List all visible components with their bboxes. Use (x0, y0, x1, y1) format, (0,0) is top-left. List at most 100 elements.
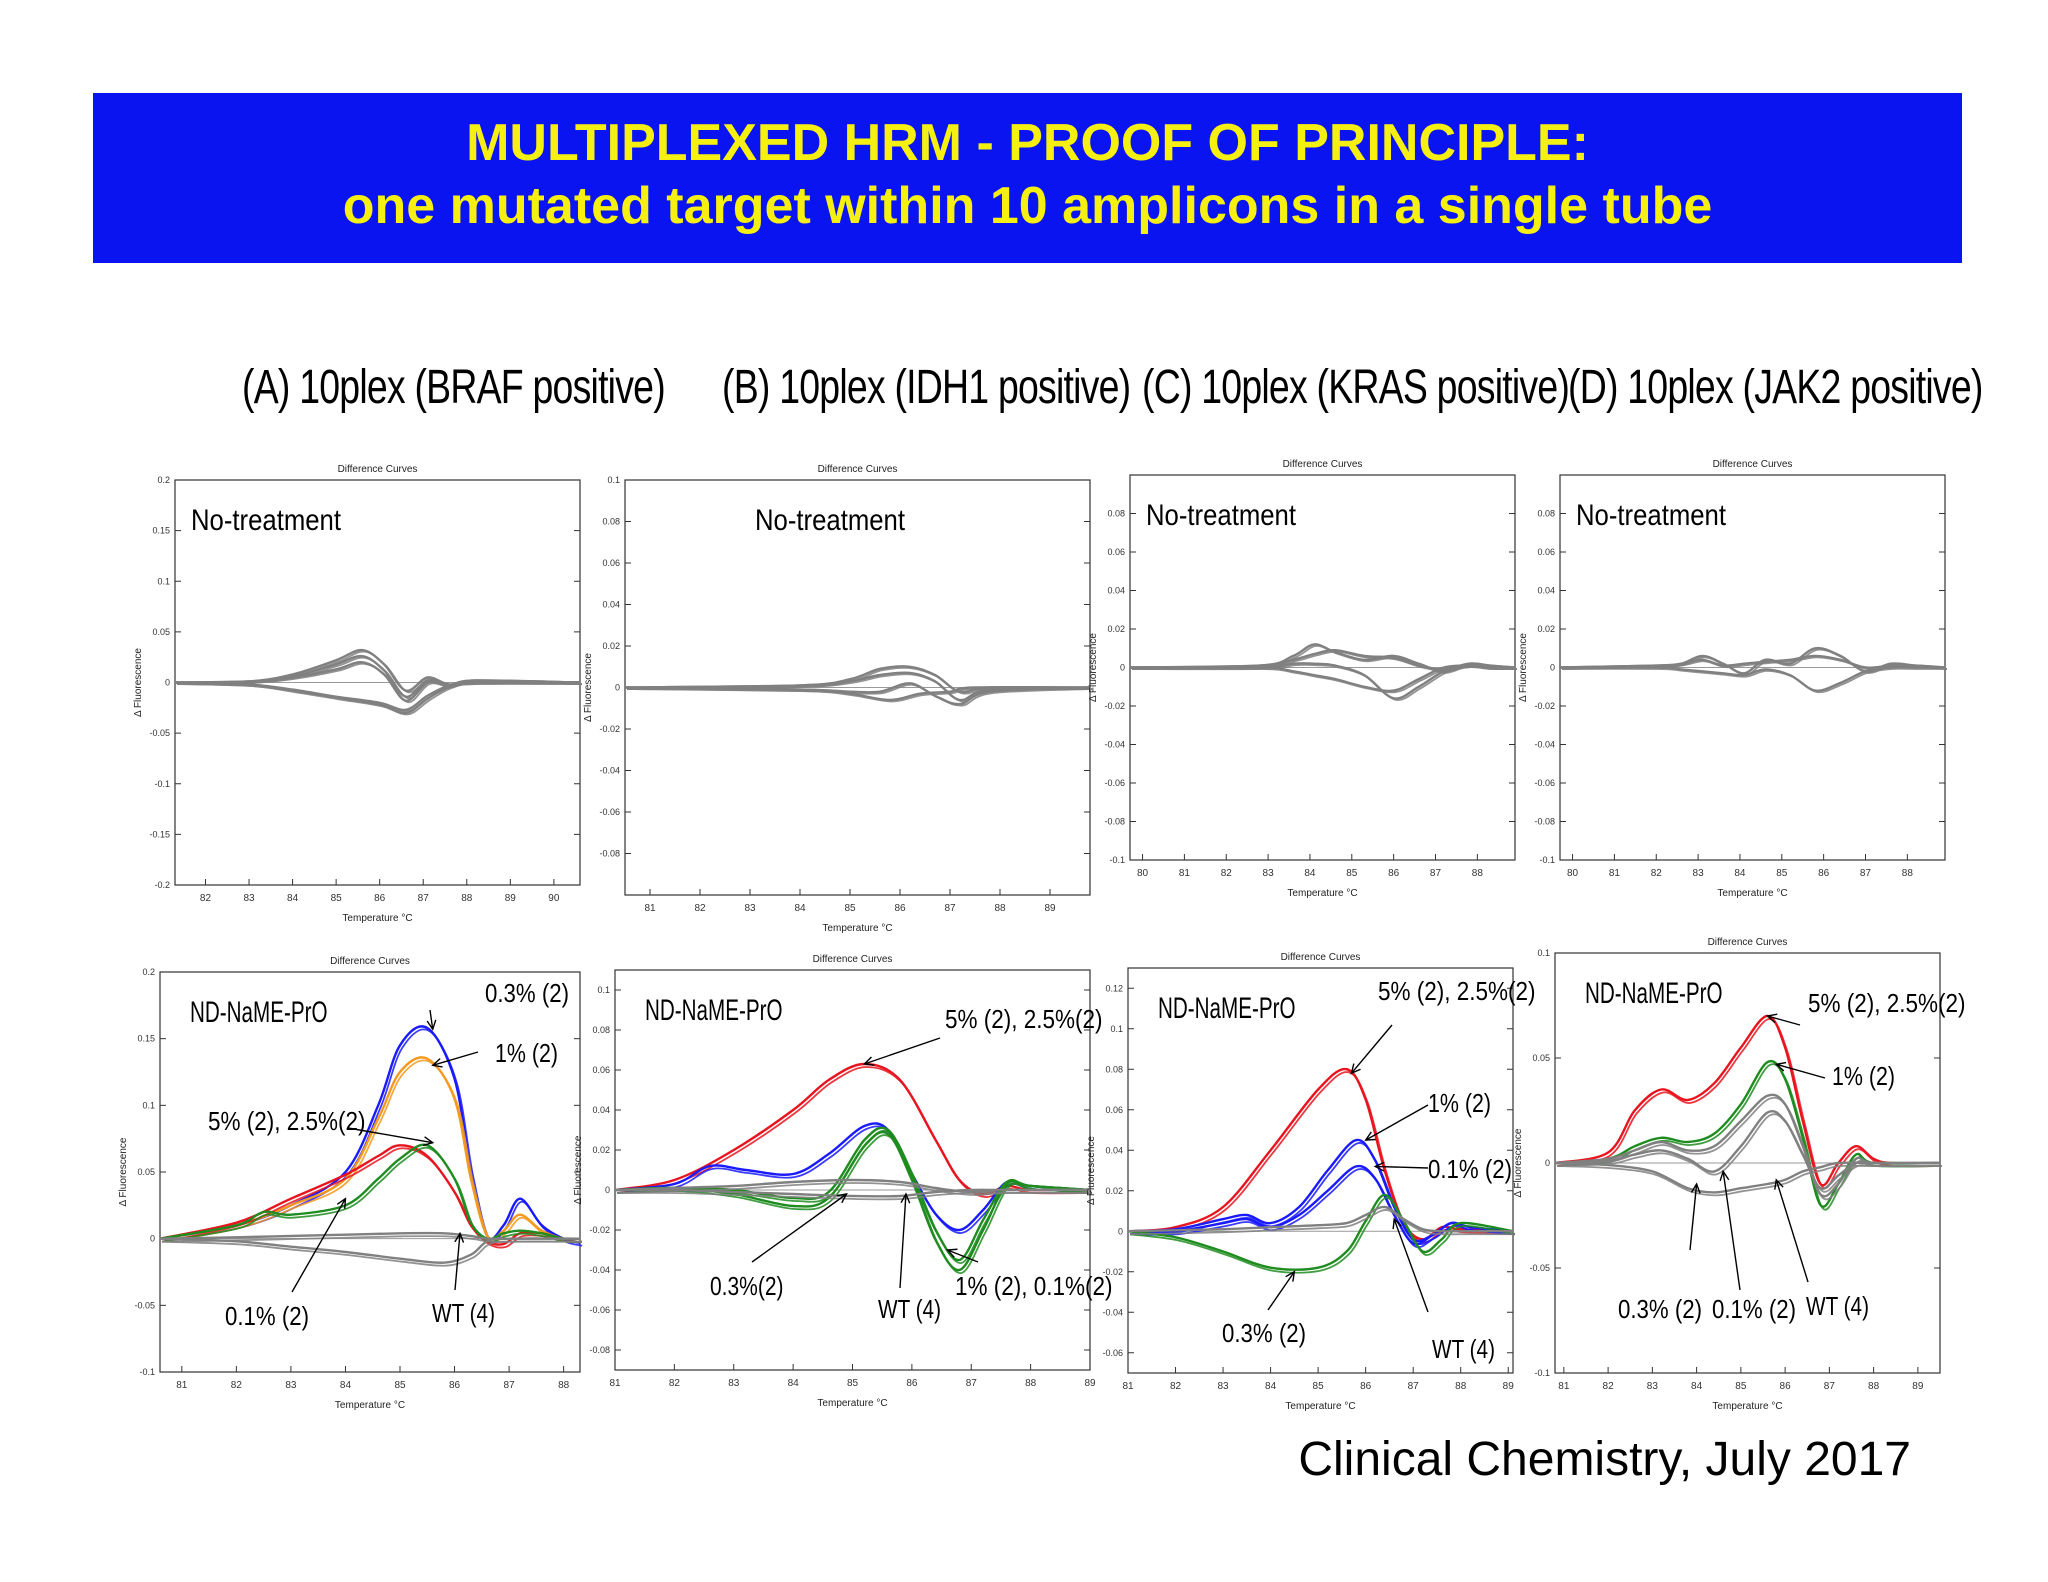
x-tick-label: 82 (1651, 868, 1663, 879)
y-tick-label: -0.06 (1534, 778, 1555, 788)
title-banner: MULTIPLEXED HRM - PROOF OF PRINCIPLE: on… (93, 93, 1962, 263)
y-tick-label: 0.1 (597, 985, 610, 995)
y-tick-label: 0.1 (142, 1100, 155, 1110)
y-tick-label: 0.1 (157, 576, 170, 586)
chart-a-bottom: 81 82 83 84 85 86 87 88 0.2 0.15 0.1 0.05 0 -0.05 -0.1… (118, 956, 583, 1411)
x-tick-label: 89 (1044, 903, 1056, 914)
series-line-replicate (161, 1235, 582, 1243)
chart-c-top: 80 81 82 83 84 85 86 87 88 0.08 0.06 0.04 0.02 0 -0.02… (1088, 459, 1518, 899)
condition-label: No-treatment (1576, 499, 1727, 532)
y-tick-label: -0.02 (1102, 1267, 1123, 1277)
annotation-arrowhead (1690, 1182, 1701, 1194)
annotation-label: 0.1% (2) (225, 1301, 309, 1331)
y-axis-label: Δ Fluorescence (573, 1135, 584, 1204)
y-axis-label: Δ Fluorescence (1518, 633, 1529, 702)
y-tick-label: -0.02 (589, 1225, 610, 1235)
y-tick-label: -0.02 (1104, 701, 1125, 711)
x-axis-label: Temperature °C (1287, 888, 1357, 899)
condition-label: ND-NaME-PrO (645, 994, 783, 1027)
x-tick-label: 88 (1868, 1381, 1880, 1392)
x-tick-label: 88 (461, 893, 473, 904)
x-tick-label: 88 (1902, 868, 1914, 879)
y-tick-label: 0.1 (607, 475, 620, 485)
y-tick-label: 0.15 (137, 1034, 155, 1044)
x-tick-label: 83 (744, 903, 756, 914)
y-tick-label: 0 (1545, 1158, 1550, 1168)
series-line (1554, 1109, 1940, 1191)
y-tick-label: -0.04 (599, 766, 620, 776)
annotation-arrowhead (946, 1248, 958, 1258)
x-axis-label: Temperature °C (822, 923, 892, 934)
series-line (1127, 1205, 1513, 1233)
y-tick-label: -0.05 (149, 728, 170, 738)
x-tick-label: 84 (287, 893, 299, 904)
x-tick-label: 88 (1472, 868, 1484, 879)
series-line-replicate (626, 687, 1093, 703)
chart-title: Difference Curves (818, 464, 898, 475)
annotation-arrow (429, 1009, 434, 1030)
annotation-label: WT (4) (432, 1298, 495, 1328)
x-tick-label: 86 (1818, 868, 1830, 879)
annotation-arrowhead (1774, 1061, 1787, 1072)
series-line-replicate (1129, 1209, 1515, 1236)
x-tick-label: 86 (894, 903, 906, 914)
x-tick-label: 88 (558, 1380, 570, 1391)
y-tick-label: 0.08 (1537, 509, 1555, 519)
annotation-arrow (864, 1037, 941, 1065)
y-tick-label: 0 (1550, 663, 1555, 673)
y-tick-label: -0.08 (1104, 817, 1125, 827)
y-tick-label: -0.05 (134, 1300, 155, 1310)
x-tick-label: 82 (669, 1378, 681, 1389)
x-axis-label: Temperature °C (342, 913, 412, 924)
annotation-arrow (291, 1198, 347, 1293)
y-tick-label: 0.04 (1537, 586, 1555, 596)
series-line-replicate (616, 1129, 1093, 1264)
annotation-arrowhead (1719, 1169, 1730, 1182)
y-tick-label: -0.05 (1529, 1263, 1550, 1273)
x-tick-label: 87 (944, 903, 956, 914)
chart-a-top: 82 83 84 85 86 87 88 89 90 0.2 0.15 0.1 0.05 0 -0.05 -0… (133, 464, 583, 924)
y-tick-label: -0.1 (139, 1367, 155, 1377)
series-line (1559, 654, 1946, 669)
y-tick-label: -0.02 (599, 724, 620, 734)
annotation-arrow (1689, 1183, 1698, 1251)
y-tick-label: -0.02 (1534, 701, 1555, 711)
y-tick-label: 0 (150, 1234, 155, 1244)
annotation-arrow (1350, 1024, 1393, 1074)
annotation-arrowhead (426, 1019, 437, 1031)
y-tick-label: -0.08 (599, 849, 620, 859)
y-tick-label: 0.04 (1107, 586, 1125, 596)
annotation-label: 1% (2) (495, 1038, 558, 1068)
y-tick-label: 0.02 (1107, 624, 1125, 634)
condition-label: ND-NaME-PrO (190, 996, 328, 1029)
x-axis-label: Temperature °C (1712, 1401, 1782, 1412)
y-tick-label: 0.02 (1105, 1186, 1123, 1196)
y-tick-label: -0.08 (1534, 817, 1555, 827)
y-tick-label: -0.04 (1102, 1307, 1123, 1317)
y-tick-label: 0 (165, 678, 170, 688)
x-tick-label: 87 (1824, 1381, 1836, 1392)
chart-b-top: 81 82 83 84 85 86 87 88 89 0.1 0.08 0.06 0.04 0.02 0 -0… (583, 464, 1093, 934)
y-axis-label: Δ Fluorescence (583, 653, 594, 722)
annotation-arrowhead (1765, 1013, 1778, 1024)
annotation-arrowhead (862, 1056, 875, 1066)
annotation-arrow (1375, 1165, 1429, 1169)
y-tick-label: 0.04 (602, 600, 620, 610)
condition-label: ND-NaME-PrO (1585, 977, 1723, 1010)
y-tick-label: 0.1 (1537, 948, 1550, 958)
annotation-arrowhead (422, 1136, 435, 1147)
y-axis-label: Δ Fluorescence (118, 1137, 129, 1206)
y-tick-label: -0.06 (1104, 778, 1125, 788)
x-axis-label: Temperature °C (335, 1400, 405, 1411)
annotation-label: WT (4) (878, 1294, 941, 1324)
x-tick-label: 84 (340, 1380, 352, 1391)
x-tick-label: 89 (1912, 1381, 1924, 1392)
y-tick-label: 0.08 (1107, 509, 1125, 519)
annotation-label: 0.1% (2) (1712, 1294, 1796, 1324)
annotation-arrow (1393, 1218, 1429, 1313)
x-tick-label: 90 (548, 893, 560, 904)
y-tick-label: 0.1 (1110, 1024, 1123, 1034)
x-tick-label: 83 (1263, 868, 1275, 879)
annotation-arrowhead (1774, 1178, 1784, 1190)
annotation-label: WT (4) (1432, 1334, 1495, 1364)
